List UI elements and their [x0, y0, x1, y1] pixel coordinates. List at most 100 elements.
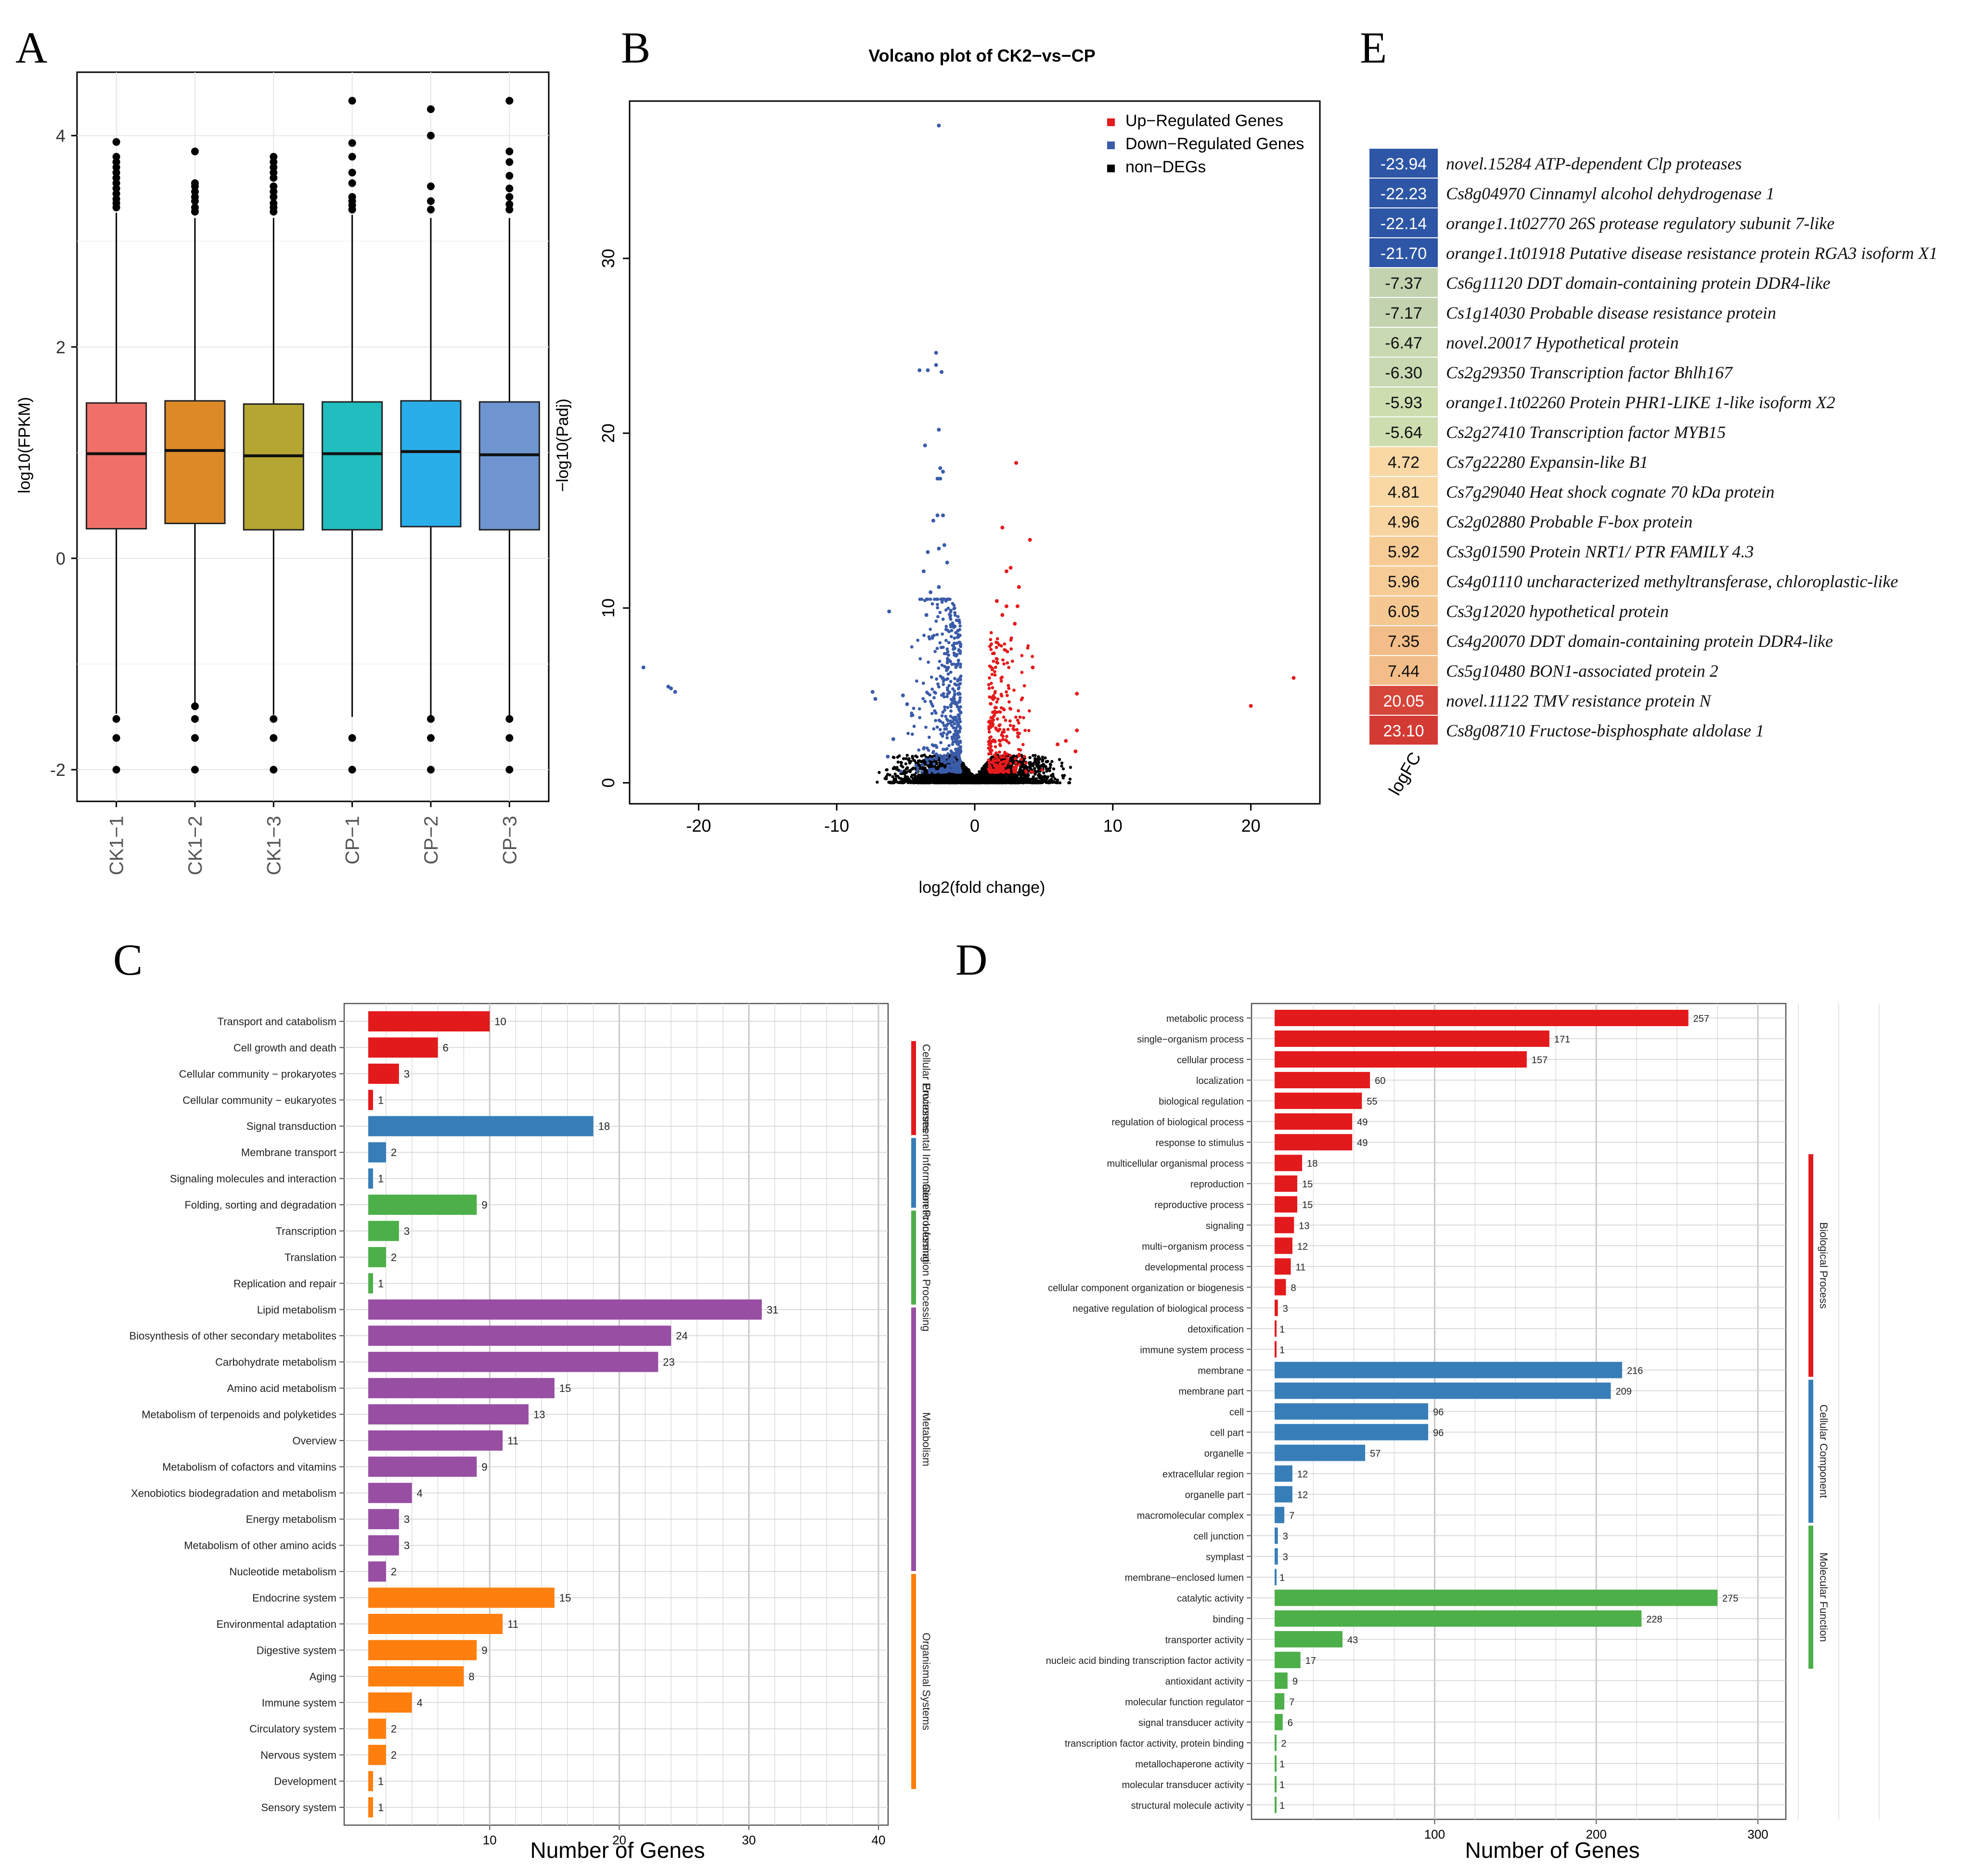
down-point [952, 726, 955, 730]
logfc-label: logFC [1384, 748, 1425, 798]
up-point [1029, 770, 1033, 773]
outlier-point [112, 715, 120, 723]
up-point [992, 770, 995, 773]
down-point [956, 743, 960, 747]
nondeg-point [1037, 767, 1040, 771]
down-point [941, 747, 945, 751]
down-point [946, 606, 950, 610]
bar [1275, 1320, 1277, 1337]
bar [1275, 1693, 1285, 1710]
bar [368, 1509, 399, 1530]
nondeg-point [932, 776, 936, 780]
down-point [955, 618, 958, 622]
down-point [930, 634, 934, 638]
category-label: Nervous system [260, 1749, 336, 1761]
gene-label: orange1.1t02260 Protein PHR1-LIKE 1-like… [1446, 393, 1835, 412]
group-label: Molecular Function [1818, 1552, 1830, 1642]
down-point [941, 632, 944, 636]
gene-label: Cs4g20070 DDT domain-containing protein … [1446, 631, 1833, 651]
down-point [956, 615, 960, 618]
gene-label: Cs7g22280 Expansin-like B1 [1446, 452, 1648, 472]
up-point [997, 759, 1001, 762]
down-point [951, 737, 955, 741]
value-label: 23 [663, 1356, 674, 1368]
down-point [917, 368, 922, 373]
value-label: 275 [1722, 1594, 1738, 1604]
down-point [938, 769, 942, 773]
x-tick-label: CP−2 [421, 816, 442, 864]
value-label: 55 [1367, 1096, 1377, 1107]
panel-label-c: C [113, 935, 142, 984]
bar [1275, 1196, 1298, 1213]
down-point [950, 629, 954, 632]
nondeg-point [886, 773, 890, 776]
nondeg-point [892, 767, 895, 770]
up-point [994, 645, 998, 649]
nondeg-point [911, 755, 914, 758]
bar [368, 1561, 386, 1582]
down-point [921, 697, 925, 701]
nondeg-point [1045, 770, 1048, 773]
nondeg-point [927, 778, 930, 781]
outlier-point [505, 184, 514, 193]
down-point [958, 720, 962, 723]
down-point [944, 628, 948, 631]
group-label: Biological Process [1818, 1222, 1830, 1309]
nondeg-point [962, 776, 966, 779]
down-point [673, 690, 677, 694]
down-point [951, 716, 955, 720]
box-CK1−1 [86, 402, 147, 530]
up-point [1013, 621, 1017, 626]
bar [1275, 1527, 1278, 1544]
down-point [935, 725, 939, 729]
nondeg-point [897, 776, 901, 780]
down-point [942, 754, 946, 758]
nondeg-point [906, 781, 909, 784]
up-point [1008, 719, 1012, 723]
up-point [1002, 728, 1006, 732]
nondeg-point [974, 778, 977, 782]
volcano-xlabel: log2(fold change) [919, 878, 1046, 897]
nondeg-point [984, 762, 988, 766]
gene-label: Cs5g10480 BON1-associated protein 2 [1446, 661, 1718, 681]
value-label: 17 [1305, 1656, 1316, 1666]
group-strip [911, 1574, 916, 1789]
bar [1275, 1072, 1370, 1089]
down-point [935, 513, 940, 517]
down-point [953, 682, 957, 686]
value-label: 3 [404, 1513, 410, 1525]
category-label: Overview [292, 1435, 336, 1447]
down-point [942, 692, 945, 695]
nondeg-point [924, 778, 928, 781]
value-label: 96 [1433, 1407, 1444, 1418]
category-label: localization [1196, 1076, 1244, 1086]
value-label: 3 [404, 1225, 410, 1237]
down-point [949, 709, 953, 713]
x-tick-label: 0 [970, 816, 980, 836]
nondeg-point [902, 757, 905, 760]
category-label: negative regulation of biological proces… [1072, 1303, 1244, 1314]
logfc-value: -7.17 [1385, 304, 1422, 322]
down-point [946, 706, 950, 709]
up-point [1005, 734, 1008, 738]
down-point [957, 756, 961, 760]
down-point [953, 689, 956, 693]
down-point [920, 770, 924, 774]
up-point [1008, 723, 1012, 727]
up-point [999, 761, 1003, 764]
logfc-value: 6.05 [1388, 603, 1420, 621]
outlier-point [270, 193, 278, 201]
down-point [954, 631, 957, 634]
nondeg-point [923, 768, 927, 771]
down-point [669, 686, 673, 691]
up-point [1003, 648, 1007, 652]
up-point [989, 767, 993, 771]
up-point [989, 752, 993, 756]
up-point [1249, 704, 1253, 708]
up-point [987, 730, 991, 734]
panel-a-boxplot: A log10(FPKM) -2 0 2 4 CK1−1 CK1−2 CK1−3 CP−1 CP… [15, 23, 550, 875]
down-point [945, 733, 949, 736]
up-point [989, 749, 993, 753]
nondeg-point [1019, 765, 1022, 769]
